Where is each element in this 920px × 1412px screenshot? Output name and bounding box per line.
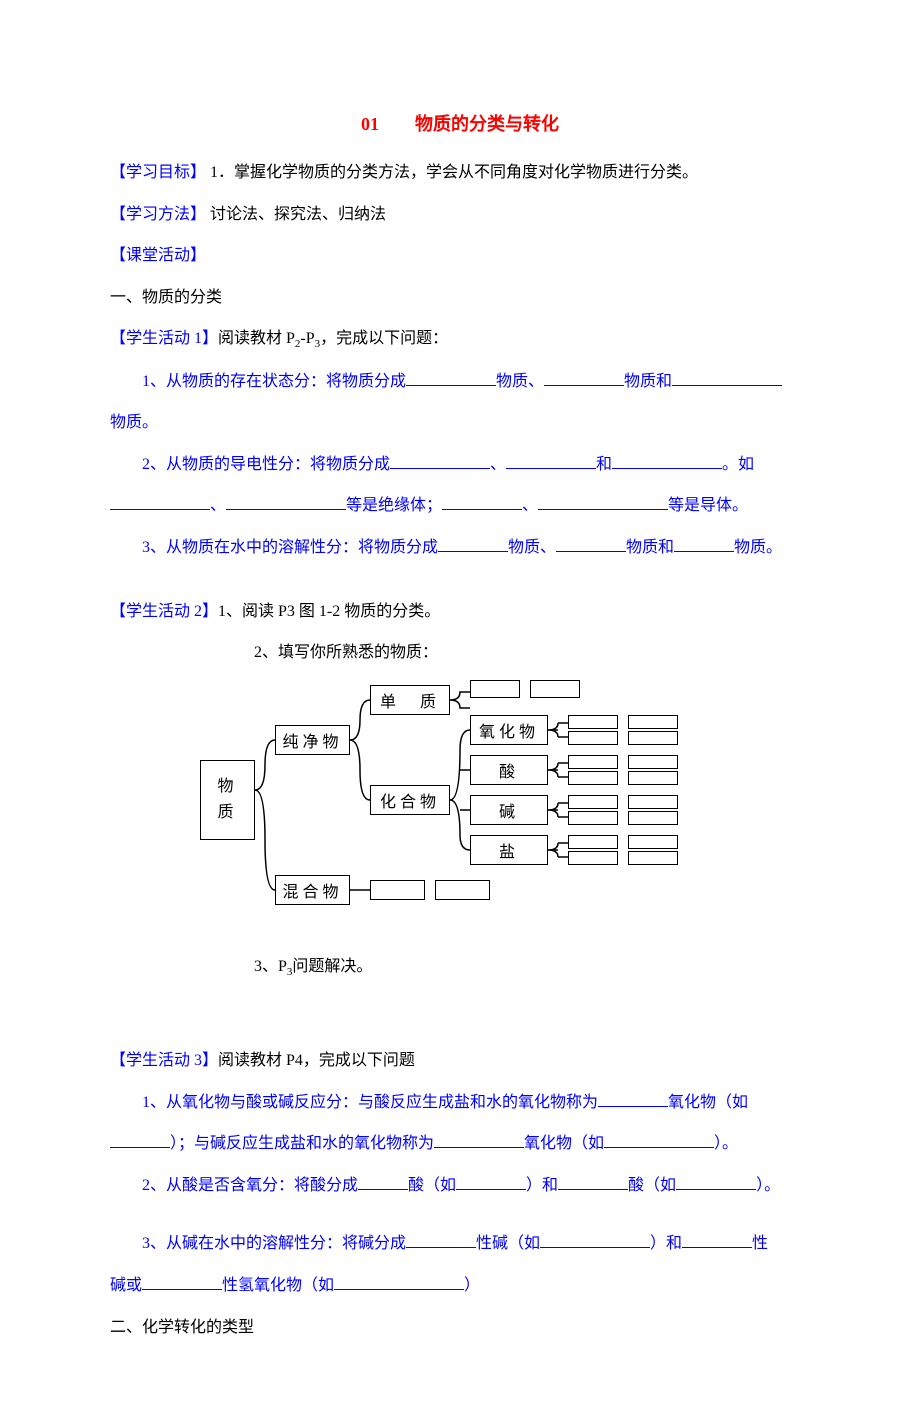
blank-box[interactable]	[568, 851, 618, 865]
blank[interactable]	[456, 1173, 526, 1190]
box-salt: 盐	[470, 835, 548, 865]
activity3: 【学生活动 3】阅读教材 P4，完成以下问题	[110, 1044, 810, 1078]
method-text: 讨论法、探究法、归纳法	[206, 206, 386, 223]
blank-box[interactable]	[568, 771, 618, 785]
blank-box[interactable]	[628, 755, 678, 769]
page-title: 01 物质的分类与转化	[110, 110, 810, 136]
blank-box[interactable]	[628, 771, 678, 785]
blank[interactable]	[540, 1231, 650, 1248]
blank-box[interactable]	[628, 731, 678, 745]
blank-box[interactable]	[628, 851, 678, 865]
blank[interactable]	[434, 1131, 524, 1148]
blank-box[interactable]	[568, 755, 618, 769]
classification-diagram: 物质 纯净物 混合物 单 质 化合物 氧化物 酸 碱 盐	[200, 690, 760, 920]
box-matter: 物质	[200, 760, 255, 840]
blank-box[interactable]	[568, 731, 618, 745]
q3-2: ）；与碱反应生成盐和水的氧化物称为氧化物（如）。	[110, 1127, 810, 1161]
act1-label: 【学生活动 1】	[110, 330, 218, 347]
act2-label: 【学生活动 2】	[110, 603, 218, 620]
blank-box[interactable]	[628, 835, 678, 849]
worksheet-page: 01 物质的分类与转化 【学习目标】 1．掌握化学物质的分类方法，学会从不同角度…	[0, 0, 920, 1412]
blank[interactable]	[438, 535, 508, 552]
box-pure: 纯净物	[275, 725, 350, 755]
blank-box[interactable]	[568, 835, 618, 849]
act2-1: 1、阅读 P3 图 1-2 物质的分类。	[218, 603, 440, 620]
blank[interactable]	[442, 493, 522, 510]
blank[interactable]	[544, 369, 624, 386]
blank[interactable]	[406, 369, 496, 386]
box-compound: 化合物	[370, 785, 450, 815]
blank[interactable]	[604, 1131, 714, 1148]
q3-5: 碱或性氢氧化物（如）	[110, 1269, 810, 1303]
blank[interactable]	[612, 452, 722, 469]
blank[interactable]	[110, 493, 210, 510]
blank[interactable]	[672, 369, 782, 386]
blank-box[interactable]	[628, 795, 678, 809]
q2-line2: 、等是绝缘体；、等是导体。	[110, 489, 810, 523]
activity1: 【学生活动 1】阅读教材 P2-P3，完成以下问题：	[110, 322, 810, 356]
blank[interactable]	[682, 1231, 752, 1248]
act1-text: 阅读教材 P2-P3，完成以下问题：	[218, 330, 448, 347]
q3-1: 1、从氧化物与酸或碱反应分：与酸反应生成盐和水的氧化物称为氧化物（如	[110, 1086, 810, 1120]
q3-3: 2、从酸是否含氧分：将酸分成酸（如）和酸（如）。	[110, 1169, 810, 1203]
box-base: 碱	[470, 795, 548, 825]
blank[interactable]	[676, 1173, 756, 1190]
blank-box[interactable]	[568, 795, 618, 809]
blank-box[interactable]	[470, 680, 520, 698]
method-label: 【学习方法】	[110, 206, 206, 223]
section1-heading: 一、物质的分类	[110, 281, 810, 315]
blank[interactable]	[538, 493, 668, 510]
blank[interactable]	[142, 1273, 222, 1290]
learning-method: 【学习方法】 讨论法、探究法、归纳法	[110, 198, 810, 232]
act2-3: 3、P3问题解决。	[110, 950, 810, 984]
blank-box[interactable]	[568, 715, 618, 729]
act3-text: 阅读教材 P4，完成以下问题	[218, 1052, 415, 1069]
blank-box[interactable]	[435, 880, 490, 900]
blank[interactable]	[226, 493, 346, 510]
blank[interactable]	[558, 1173, 628, 1190]
blank-box[interactable]	[370, 880, 425, 900]
blank-box[interactable]	[628, 811, 678, 825]
blank[interactable]	[674, 535, 734, 552]
blank[interactable]	[406, 1231, 476, 1248]
box-acid: 酸	[470, 755, 548, 785]
learning-goal: 【学习目标】 1．掌握化学物质的分类方法，学会从不同角度对化学物质进行分类。	[110, 156, 810, 190]
act2-2: 2、填写你所熟悉的物质：	[110, 636, 810, 670]
box-mixture: 混合物	[275, 875, 350, 905]
blank[interactable]	[334, 1273, 464, 1290]
box-oxide: 氧化物	[470, 715, 548, 745]
q3-4: 3、从碱在水中的溶解性分：将碱分成性碱（如）和性	[110, 1227, 810, 1261]
q1-line1: 1、从物质的存在状态分：将物质分成物质、物质和	[110, 365, 810, 399]
blank[interactable]	[598, 1090, 668, 1107]
blank-box[interactable]	[530, 680, 580, 698]
blank[interactable]	[556, 535, 626, 552]
act3-label: 【学生活动 3】	[110, 1052, 218, 1069]
blank[interactable]	[390, 452, 490, 469]
blank[interactable]	[358, 1173, 408, 1190]
q1-line2: 物质。	[110, 406, 810, 440]
activity2-line1: 【学生活动 2】1、阅读 P3 图 1-2 物质的分类。	[110, 595, 810, 629]
blank-box[interactable]	[568, 811, 618, 825]
classroom-activity-label: 【课堂活动】	[110, 239, 810, 273]
blank-box[interactable]	[628, 715, 678, 729]
classroom-label: 【课堂活动】	[110, 247, 206, 264]
blank[interactable]	[110, 1131, 170, 1148]
q3-line: 3、从物质在水中的溶解性分：将物质分成物质、物质和物质。	[110, 531, 810, 565]
section2-heading: 二、化学转化的类型	[110, 1311, 810, 1345]
blank[interactable]	[506, 452, 596, 469]
box-element: 单 质	[370, 685, 450, 715]
goal-label: 【学习目标】	[110, 164, 206, 181]
goal-text: 1．掌握化学物质的分类方法，学会从不同角度对化学物质进行分类。	[206, 164, 698, 181]
q2-line1: 2、从物质的导电性分：将物质分成、和。如	[110, 448, 810, 482]
